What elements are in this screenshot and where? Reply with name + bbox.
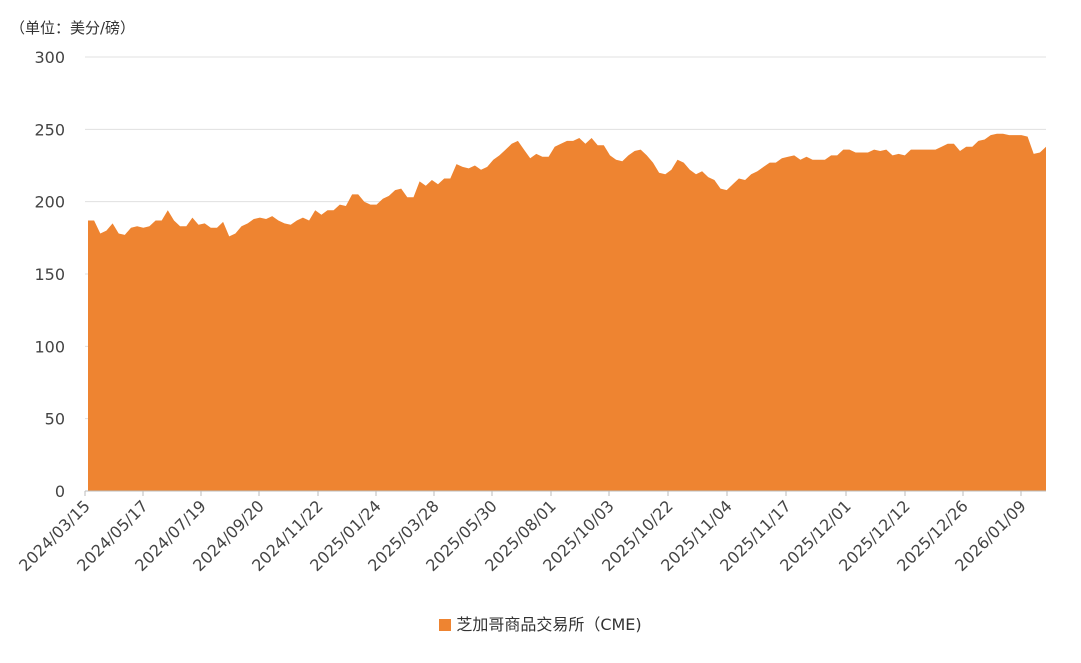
legend-label: 芝加哥商品交易所（CME) [456, 615, 642, 634]
legend[interactable]: 芝加哥商品交易所（CME) [0, 611, 1081, 635]
y-tick-label: 200 [34, 193, 65, 212]
legend-swatch [439, 619, 452, 631]
y-tick-label: 300 [34, 48, 65, 67]
unit-label: （单位：美分/磅） [10, 19, 136, 37]
y-tick-label: 150 [34, 265, 65, 284]
y-tick-label: 100 [34, 337, 65, 356]
y-tick-label: 50 [45, 410, 65, 429]
y-tick-label: 250 [34, 120, 65, 139]
y-tick-label: 0 [55, 482, 65, 501]
area-series [88, 133, 1046, 491]
